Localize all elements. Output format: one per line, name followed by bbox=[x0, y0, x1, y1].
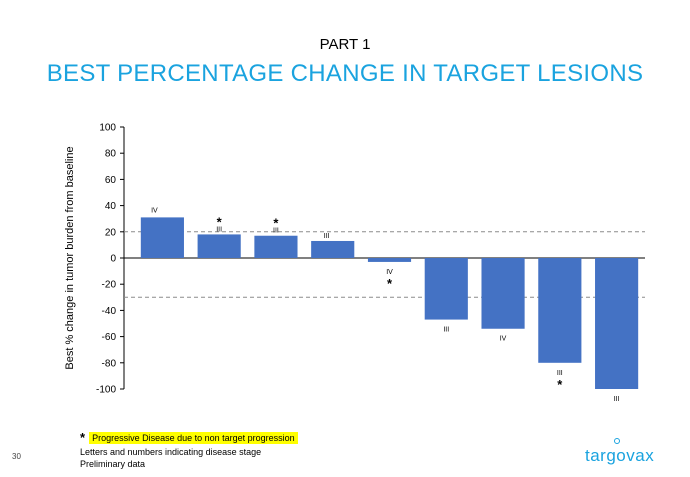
asterisk-marker: * bbox=[387, 276, 393, 291]
stage-label: IV bbox=[386, 269, 393, 276]
slide-title: BEST PERCENTAGE CHANGE IN TARGET LESIONS bbox=[46, 60, 644, 87]
y-tick-label: -100 bbox=[96, 385, 116, 396]
preliminary-note: Preliminary data bbox=[80, 459, 146, 469]
stage-note: Letters and numbers indicating disease s… bbox=[80, 447, 262, 457]
y-tick-label: 40 bbox=[105, 201, 117, 212]
page-number: 30 bbox=[12, 452, 21, 461]
y-tick-label: -80 bbox=[102, 358, 117, 369]
stage-label: III bbox=[273, 228, 279, 235]
stage-label: III bbox=[614, 396, 620, 403]
bar bbox=[538, 258, 582, 363]
stage-label: IV bbox=[151, 207, 158, 214]
y-tick-label: 80 bbox=[105, 149, 117, 160]
y-tick-label: 100 bbox=[99, 123, 116, 134]
asterisk-marker: * bbox=[217, 214, 223, 229]
bar bbox=[367, 258, 412, 262]
asterisk-marker: * bbox=[273, 216, 279, 231]
stage-label: IV bbox=[500, 336, 507, 343]
stage-label: III bbox=[324, 233, 330, 240]
bar bbox=[481, 258, 525, 329]
bar bbox=[311, 240, 355, 258]
y-tick-label: 20 bbox=[105, 227, 117, 238]
bar bbox=[197, 234, 241, 258]
y-tick-label: -20 bbox=[102, 280, 117, 291]
y-tick-label: -60 bbox=[102, 332, 117, 343]
y-tick-label: 60 bbox=[105, 175, 117, 186]
bar bbox=[595, 258, 639, 389]
stage-label: III bbox=[216, 226, 222, 233]
logo-text: targovax bbox=[585, 446, 655, 465]
y-tick-label: -40 bbox=[102, 306, 117, 317]
logo-dot-icon bbox=[614, 438, 620, 444]
asterisk-legend: * Progressive Disease due to non target … bbox=[80, 430, 298, 445]
part-label: PART 1 bbox=[319, 36, 371, 53]
asterisk-symbol: * bbox=[80, 430, 86, 445]
targovax-logo: targovax bbox=[585, 438, 675, 468]
bar bbox=[254, 235, 298, 258]
stage-label: III bbox=[557, 370, 563, 377]
stage-label: III bbox=[443, 327, 449, 334]
y-tick-label: 0 bbox=[110, 254, 116, 265]
bar bbox=[424, 258, 468, 320]
bar bbox=[140, 217, 184, 258]
bars bbox=[140, 217, 639, 389]
asterisk-legend-text: Progressive Disease due to non target pr… bbox=[89, 431, 298, 444]
y-axis-label: Best % change in tumor burden from basel… bbox=[64, 146, 76, 369]
asterisk-marker: * bbox=[557, 377, 563, 392]
